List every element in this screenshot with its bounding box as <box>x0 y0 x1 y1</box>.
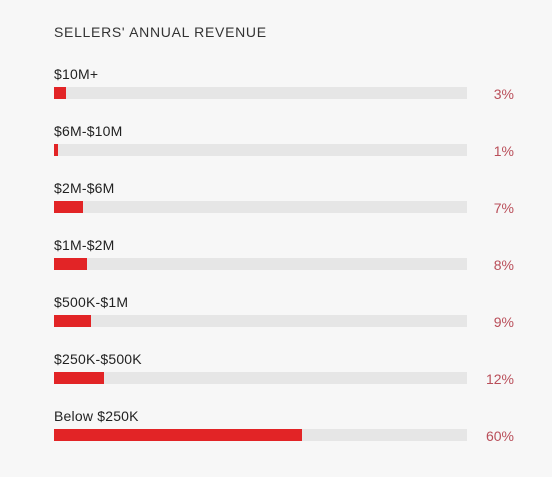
bar-track <box>54 258 467 270</box>
bar-track <box>54 429 467 441</box>
category-label: $10M+ <box>54 66 99 82</box>
bar-row: $1M-$2M 8% <box>54 237 514 277</box>
value-label: 3% <box>493 86 514 102</box>
value-label: 12% <box>485 371 514 387</box>
bar <box>54 429 302 441</box>
bar-row: $500K-$1M 9% <box>54 294 514 334</box>
bar <box>54 87 67 99</box>
category-label: Below $250K <box>54 408 139 424</box>
bar-track <box>54 87 467 99</box>
chart-title: SELLERS' ANNUAL REVENUE <box>54 24 267 40</box>
bar-track <box>54 201 467 213</box>
category-label: $6M-$10M <box>54 123 123 139</box>
bar <box>54 201 83 213</box>
value-label: 60% <box>485 428 514 444</box>
bar <box>54 315 92 327</box>
bar <box>54 372 104 384</box>
value-label: 7% <box>493 200 514 216</box>
bar-track <box>54 144 467 156</box>
category-label: $500K-$1M <box>54 294 129 310</box>
value-label: 1% <box>493 143 514 159</box>
bar-row: $250K-$500K 12% <box>54 351 514 391</box>
category-label: $2M-$6M <box>54 180 115 196</box>
bar-row: Below $250K 60% <box>54 408 514 448</box>
bar-track <box>54 372 467 384</box>
bar-row: $6M-$10M 1% <box>54 123 514 163</box>
value-label: 9% <box>493 314 514 330</box>
chart-card: SELLERS' ANNUAL REVENUE $10M+ 3% $6M-$10M 1… <box>4 0 546 477</box>
category-label: $250K-$500K <box>54 351 142 367</box>
bar <box>54 144 59 156</box>
bar-row: $2M-$6M 7% <box>54 180 514 220</box>
bar <box>54 258 88 270</box>
bar-row: $10M+ 3% <box>54 66 514 106</box>
bar-track <box>54 315 467 327</box>
category-label: $1M-$2M <box>54 237 115 253</box>
value-label: 8% <box>493 257 514 273</box>
